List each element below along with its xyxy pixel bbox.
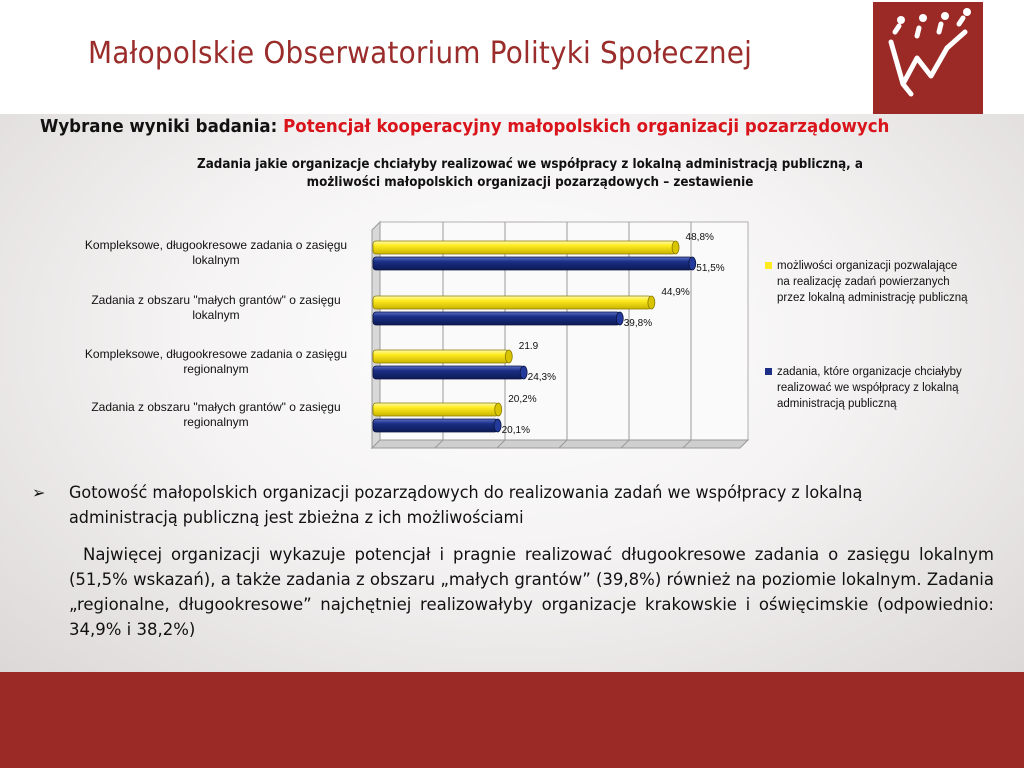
bar	[372, 365, 525, 380]
category-label: Kompleksowe, długookresowe zadania o zas…	[85, 238, 347, 252]
legend-label: możliwości organizacji pozwalające	[777, 260, 958, 272]
body-paragraph: Najwięcej organizacji wykazuje potencjał…	[69, 545, 994, 639]
bar	[372, 402, 499, 417]
chart-title-line: możliwości małopolskich organizacji poza…	[306, 175, 754, 190]
plot-floor	[370, 439, 750, 449]
legend-label: administracją publiczną	[777, 398, 897, 410]
bar	[372, 418, 499, 433]
legend-swatch	[765, 368, 772, 375]
logo-mark-icon	[888, 8, 971, 97]
data-label: 21.9	[519, 341, 539, 352]
bullet-line: administracją publiczną jest zbieżna z i…	[69, 508, 524, 527]
bar	[372, 311, 621, 326]
bar	[372, 240, 676, 255]
bar-cap	[688, 256, 697, 271]
section-subheading: Wybrane wyniki badania: Potencjał kooper…	[40, 117, 952, 137]
data-label: 39,8%	[624, 318, 652, 329]
data-label: 48,8%	[686, 232, 714, 243]
arrow-bullet-icon: ➢	[32, 483, 46, 502]
page-title: Małopolskie Obserwatorium Polityki Społe…	[88, 36, 753, 71]
bullet-line: Gotowość małopolskich organizacji pozarz…	[69, 483, 863, 502]
bullet-section: ➢ Gotowość małopolskich organizacji poza…	[32, 480, 994, 642]
category-label: lokalnym	[192, 253, 239, 267]
bar-cap	[671, 240, 680, 255]
legend-swatch	[765, 262, 772, 269]
legend-label: przez lokalną administrację publiczną	[777, 292, 968, 304]
bar	[372, 256, 693, 271]
category-label: Zadania z obszaru "małych grantów" o zas…	[91, 293, 340, 307]
gridline	[558, 439, 568, 449]
footer-band	[0, 672, 1024, 768]
gridline	[620, 439, 630, 449]
data-label: 24,3%	[528, 372, 556, 383]
bar	[372, 295, 652, 310]
legend-item: zadania, które organizacje chciałyby real…	[765, 364, 1005, 412]
data-label: 20,2%	[508, 394, 536, 405]
legend-label: realizować we współpracy z lokalną	[777, 382, 959, 394]
bar-cap	[647, 295, 656, 310]
bar-cap	[504, 349, 513, 364]
data-label: 51,5%	[696, 263, 724, 274]
legend-item: możliwości organizacji pozwalające na rea…	[765, 258, 1005, 306]
legend-label: zadania, które organizacje chciałyby	[777, 366, 962, 378]
gridline	[434, 439, 444, 449]
subheading-prefix: Wybrane wyniki badania:	[40, 117, 284, 137]
category-label: regionalnym	[183, 415, 248, 429]
bar-cap	[519, 365, 528, 380]
gridline	[496, 439, 506, 449]
category-label: Zadania z obszaru "małych grantów" o zas…	[91, 400, 340, 414]
category-label: regionalnym	[183, 362, 248, 376]
bullet-item: ➢ Gotowość małopolskich organizacji poza…	[32, 480, 994, 530]
organization-logo	[873, 2, 983, 114]
category-label: lokalnym	[192, 308, 239, 322]
subheading-highlight: Potencjał kooperacyjny małopolskich orga…	[283, 117, 890, 137]
legend-label: na realizację zadań powierzanych	[777, 276, 950, 288]
category-label: Kompleksowe, długookresowe zadania o zas…	[85, 347, 347, 361]
data-label: 20,1%	[502, 425, 530, 436]
bar-cap	[493, 418, 502, 433]
gridline	[682, 439, 692, 449]
chart-title-line: Zadania jakie organizacje chciałyby real…	[197, 157, 863, 172]
bar-cap	[615, 311, 624, 326]
bar	[372, 349, 510, 364]
data-label: 44,9%	[661, 287, 689, 298]
header-band	[0, 0, 1024, 114]
bar-cap	[494, 402, 503, 417]
chart-title: Zadania jakie organizacje chciałyby real…	[180, 156, 879, 192]
